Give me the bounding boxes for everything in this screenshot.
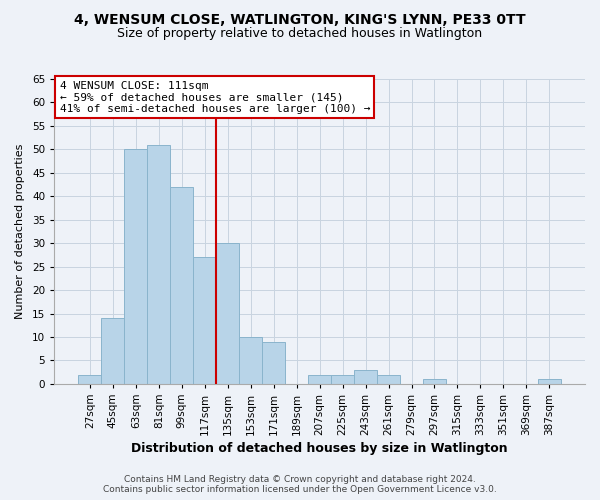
Bar xyxy=(423,379,446,384)
Bar xyxy=(308,374,331,384)
Bar xyxy=(262,342,285,384)
Bar xyxy=(538,379,561,384)
Text: Contains HM Land Registry data © Crown copyright and database right 2024.: Contains HM Land Registry data © Crown c… xyxy=(124,475,476,484)
Bar xyxy=(124,150,147,384)
Text: 4, WENSUM CLOSE, WATLINGTON, KING'S LYNN, PE33 0TT: 4, WENSUM CLOSE, WATLINGTON, KING'S LYNN… xyxy=(74,12,526,26)
Bar xyxy=(354,370,377,384)
Bar xyxy=(193,258,216,384)
Bar xyxy=(239,337,262,384)
Bar xyxy=(147,144,170,384)
Text: Contains public sector information licensed under the Open Government Licence v3: Contains public sector information licen… xyxy=(103,485,497,494)
Bar xyxy=(79,374,101,384)
X-axis label: Distribution of detached houses by size in Watlington: Distribution of detached houses by size … xyxy=(131,442,508,455)
Text: 4 WENSUM CLOSE: 111sqm
← 59% of detached houses are smaller (145)
41% of semi-de: 4 WENSUM CLOSE: 111sqm ← 59% of detached… xyxy=(59,80,370,114)
Text: Size of property relative to detached houses in Watlington: Size of property relative to detached ho… xyxy=(118,28,482,40)
Y-axis label: Number of detached properties: Number of detached properties xyxy=(15,144,25,319)
Bar xyxy=(216,243,239,384)
Bar xyxy=(101,318,124,384)
Bar xyxy=(377,374,400,384)
Bar xyxy=(331,374,354,384)
Bar xyxy=(170,187,193,384)
